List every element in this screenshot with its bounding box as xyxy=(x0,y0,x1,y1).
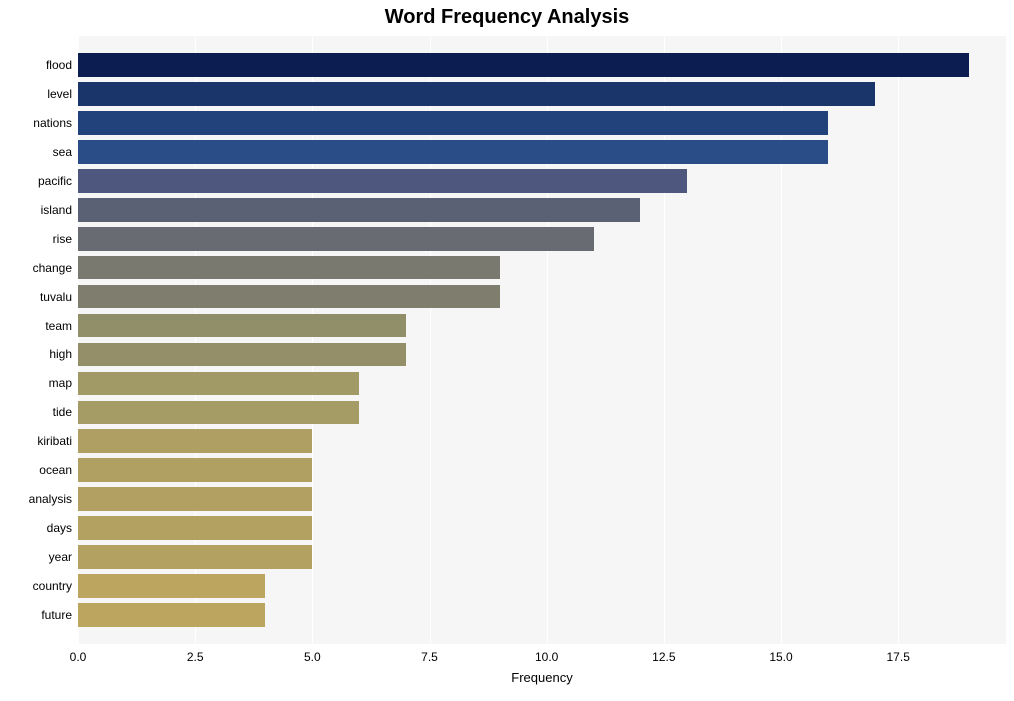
x-axis-label: Frequency xyxy=(511,670,572,685)
y-tick-label: year xyxy=(49,550,78,564)
word-frequency-chart: Word Frequency Analysis 0.02.55.07.510.0… xyxy=(0,0,1014,701)
bar xyxy=(78,372,359,396)
y-tick-label: pacific xyxy=(38,174,78,188)
chart-title: Word Frequency Analysis xyxy=(0,6,1014,29)
y-tick-label: change xyxy=(33,261,78,275)
y-tick-label: rise xyxy=(53,232,78,246)
x-tick-label: 12.5 xyxy=(652,644,675,664)
bar xyxy=(78,82,875,106)
y-tick-label: map xyxy=(49,376,78,390)
bar xyxy=(78,516,312,540)
x-tick-label: 10.0 xyxy=(535,644,558,664)
y-tick-label: island xyxy=(41,203,78,217)
bar xyxy=(78,227,594,251)
bar xyxy=(78,53,969,77)
bar xyxy=(78,487,312,511)
y-tick-label: tuvalu xyxy=(40,290,78,304)
bar xyxy=(78,574,265,598)
x-tick-label: 17.5 xyxy=(887,644,910,664)
y-tick-label: level xyxy=(47,87,78,101)
bar xyxy=(78,458,312,482)
bar xyxy=(78,140,828,164)
x-tick-label: 15.0 xyxy=(769,644,792,664)
x-tick-label: 2.5 xyxy=(187,644,204,664)
y-tick-label: ocean xyxy=(39,463,78,477)
bar xyxy=(78,111,828,135)
x-tick-label: 7.5 xyxy=(421,644,438,664)
bar xyxy=(78,545,312,569)
y-tick-label: country xyxy=(33,579,78,593)
bar xyxy=(78,256,500,280)
y-tick-label: analysis xyxy=(29,492,78,506)
bar xyxy=(78,314,406,338)
y-tick-label: flood xyxy=(46,58,78,72)
y-tick-label: future xyxy=(41,608,78,622)
y-tick-label: nations xyxy=(33,116,78,130)
bars xyxy=(78,36,1006,644)
x-tick-label: 0.0 xyxy=(70,644,87,664)
y-tick-label: days xyxy=(47,521,78,535)
bar xyxy=(78,603,265,627)
y-tick-label: kiribati xyxy=(37,434,78,448)
y-tick-label: sea xyxy=(53,145,78,159)
y-tick-label: team xyxy=(45,319,78,333)
bar xyxy=(78,169,687,193)
bar xyxy=(78,285,500,309)
bar xyxy=(78,343,406,367)
bar xyxy=(78,429,312,453)
y-tick-label: tide xyxy=(53,405,78,419)
bar xyxy=(78,401,359,425)
plot-area: 0.02.55.07.510.012.515.017.5floodlevelna… xyxy=(78,36,1006,644)
bar xyxy=(78,198,640,222)
x-tick-label: 5.0 xyxy=(304,644,321,664)
y-tick-label: high xyxy=(49,347,78,361)
